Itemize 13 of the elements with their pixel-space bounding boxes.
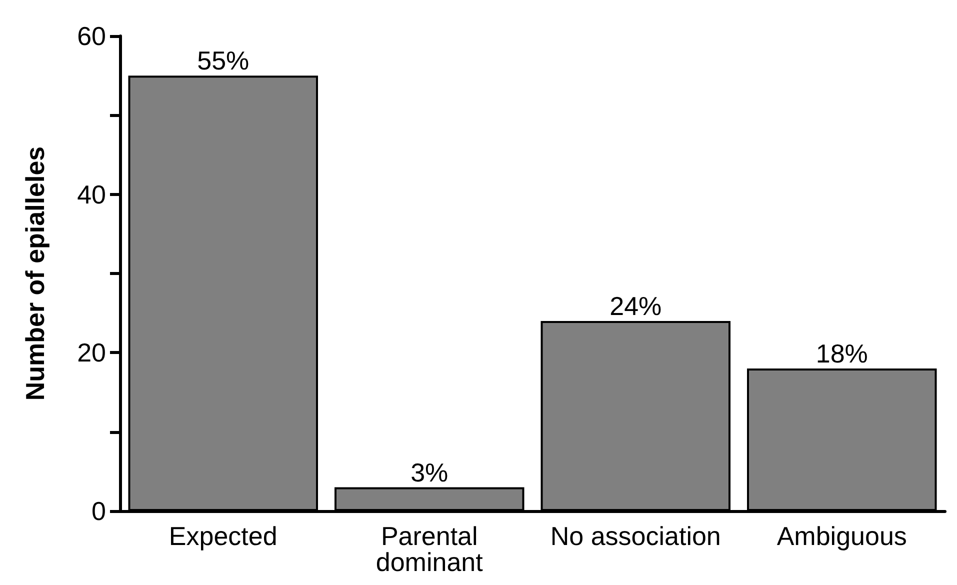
x-tick-label: Parental dominant [376,521,484,577]
y-axis-title: Number of epialleles [20,146,50,401]
y-tick-label: 60 [77,21,106,51]
data-label: 24% [610,291,662,321]
data-label: 3% [410,457,448,488]
x-tick-label: Expected [168,521,278,551]
data-label: 55% [197,46,250,76]
x-tick-label: Ambiguous [776,521,907,551]
y-tick-label: 20 [77,338,106,368]
x-tick-label: No association [550,521,721,551]
y-tick-label: 40 [77,179,106,210]
data-label: 18% [816,338,868,368]
y-tick-label: 0 [92,496,106,526]
